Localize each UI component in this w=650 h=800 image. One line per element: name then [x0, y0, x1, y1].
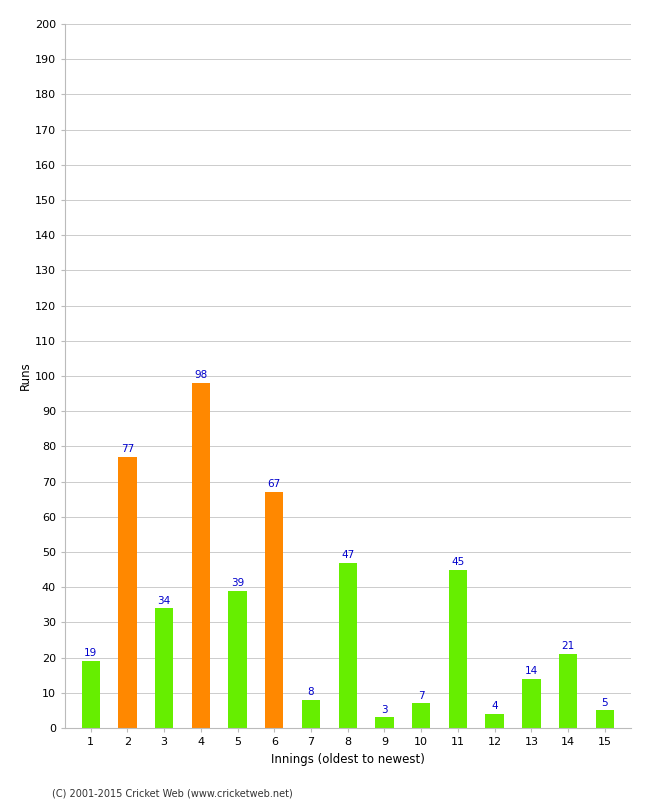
Text: 7: 7 — [418, 690, 424, 701]
Text: 3: 3 — [381, 705, 388, 714]
Text: 67: 67 — [268, 479, 281, 490]
Text: 21: 21 — [562, 642, 575, 651]
Bar — [81, 661, 100, 728]
Bar — [486, 714, 504, 728]
Bar — [448, 570, 467, 728]
Text: 34: 34 — [157, 595, 171, 606]
Text: 4: 4 — [491, 701, 498, 711]
Bar — [265, 492, 283, 728]
Bar — [118, 457, 136, 728]
Text: 77: 77 — [121, 444, 134, 454]
Bar — [559, 654, 577, 728]
Text: (C) 2001-2015 Cricket Web (www.cricketweb.net): (C) 2001-2015 Cricket Web (www.cricketwe… — [52, 788, 292, 798]
Bar — [228, 590, 247, 728]
Text: 47: 47 — [341, 550, 354, 560]
Text: 14: 14 — [525, 666, 538, 676]
Text: 19: 19 — [84, 648, 98, 658]
Text: 8: 8 — [307, 687, 315, 697]
Text: 45: 45 — [451, 557, 465, 566]
Text: 98: 98 — [194, 370, 207, 380]
Bar — [339, 562, 357, 728]
Bar — [155, 608, 174, 728]
Bar — [375, 718, 394, 728]
Bar — [192, 383, 210, 728]
X-axis label: Innings (oldest to newest): Innings (oldest to newest) — [271, 753, 424, 766]
Y-axis label: Runs: Runs — [19, 362, 32, 390]
Text: 5: 5 — [601, 698, 608, 707]
Text: 39: 39 — [231, 578, 244, 588]
Bar — [522, 678, 541, 728]
Bar — [595, 710, 614, 728]
Bar — [302, 700, 320, 728]
Bar — [412, 703, 430, 728]
